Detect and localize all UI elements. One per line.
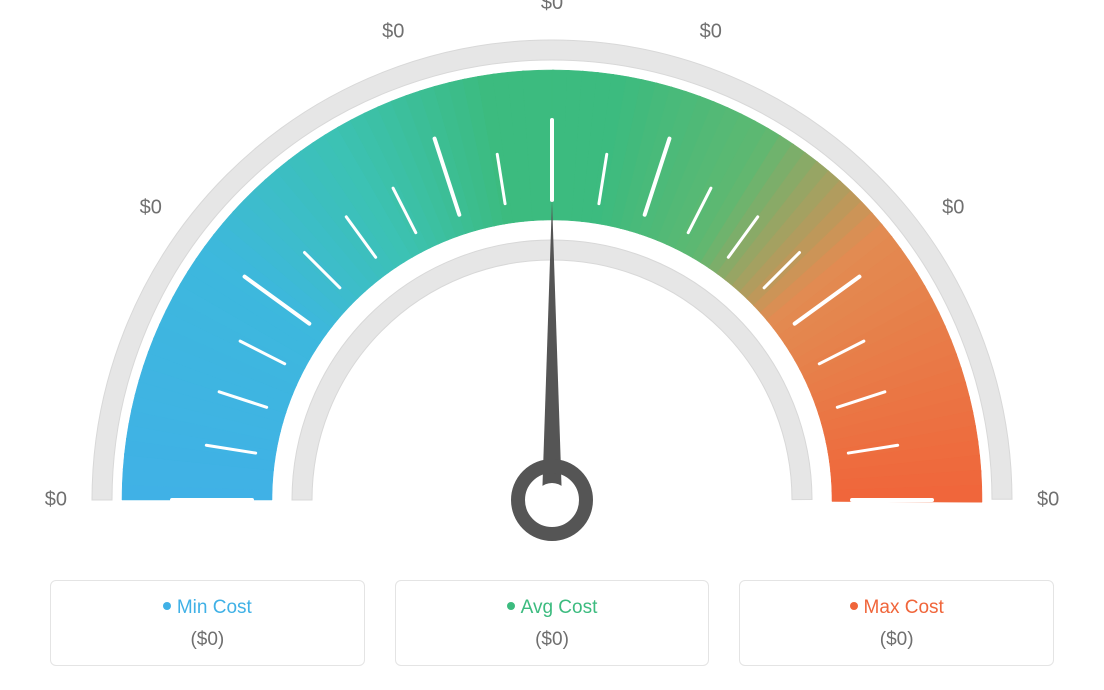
scale-label: $0: [942, 197, 964, 220]
legend-value: ($0): [406, 629, 699, 651]
legend-label: Min Cost: [177, 597, 252, 618]
legend-title: Min Cost: [61, 597, 354, 619]
gauge-svg: [0, 0, 1104, 560]
legend-title: Max Cost: [750, 597, 1043, 619]
legend-card-min: Min Cost ($0): [50, 580, 365, 666]
legend-card-avg: Avg Cost ($0): [395, 580, 710, 666]
legend-dot-avg: [507, 602, 515, 610]
scale-label: $0: [700, 20, 722, 43]
scale-label: $0: [1037, 489, 1059, 512]
scale-label: $0: [140, 197, 162, 220]
legend-label: Avg Cost: [521, 597, 598, 618]
legend-dot-max: [850, 602, 858, 610]
scale-label: $0: [382, 20, 404, 43]
scale-label: $0: [45, 489, 67, 512]
legend-row: Min Cost ($0) Avg Cost ($0) Max Cost ($0…: [50, 580, 1054, 666]
legend-dot-min: [163, 602, 171, 610]
cost-gauge-widget: $0 $0 $0 $0 $0 $0 $0 Min Cost ($0) Avg Cost ($…: [0, 0, 1104, 690]
legend-value: ($0): [750, 629, 1043, 651]
gauge-area: $0 $0 $0 $0 $0 $0 $0: [0, 0, 1104, 560]
scale-label: $0: [541, 0, 563, 15]
legend-label: Max Cost: [864, 597, 944, 618]
legend-title: Avg Cost: [406, 597, 699, 619]
legend-card-max: Max Cost ($0): [739, 580, 1054, 666]
legend-value: ($0): [61, 629, 354, 651]
